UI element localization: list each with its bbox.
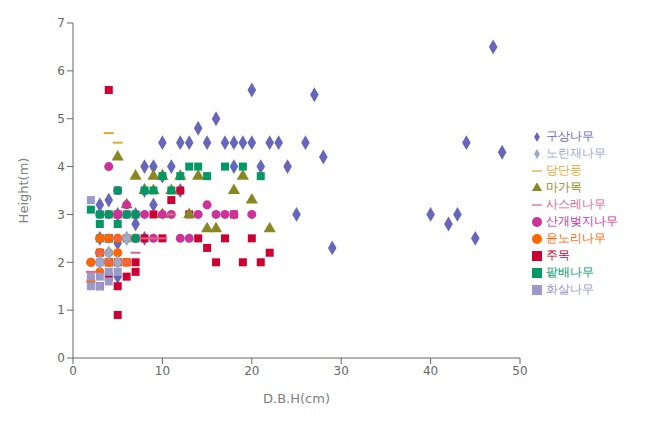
svg-text:2: 2 — [57, 256, 65, 270]
html-text:구상나무: 구상나무 — [546, 129, 594, 143]
svg-text:4: 4 — [57, 160, 65, 174]
svg-text:7: 7 — [57, 16, 65, 30]
html-text:산개벚지나무: 산개벚지나무 — [546, 214, 618, 228]
svg-text:30: 30 — [334, 364, 349, 378]
svg-text:20: 20 — [244, 364, 259, 378]
svg-text:1: 1 — [57, 303, 65, 317]
svg-text:40: 40 — [423, 364, 438, 378]
svg-text:6: 6 — [57, 64, 65, 78]
svg-text:50: 50 — [512, 364, 527, 378]
html-text:노린재나무: 노린재나무 — [546, 146, 606, 160]
html-text:사스레나무: 사스레나무 — [546, 197, 606, 211]
html-text:화살나무: 화살나무 — [546, 282, 594, 296]
html-text:팥배나무: 팥배나무 — [546, 265, 594, 279]
svg-text:Height(m): Height(m) — [16, 158, 31, 224]
svg-text:0: 0 — [57, 351, 65, 365]
html-text:당단풍: 당단풍 — [546, 163, 582, 177]
svg-text:5: 5 — [57, 112, 65, 126]
html-text:주목: 주목 — [546, 248, 570, 262]
html-text:마가목: 마가목 — [546, 180, 582, 194]
svg-text:3: 3 — [57, 208, 65, 222]
svg-text:10: 10 — [155, 364, 170, 378]
svg-text:D.B.H(cm): D.B.H(cm) — [263, 391, 330, 406]
html-text:윤노리나무: 윤노리나무 — [546, 231, 606, 245]
svg-text:0: 0 — [69, 364, 77, 378]
